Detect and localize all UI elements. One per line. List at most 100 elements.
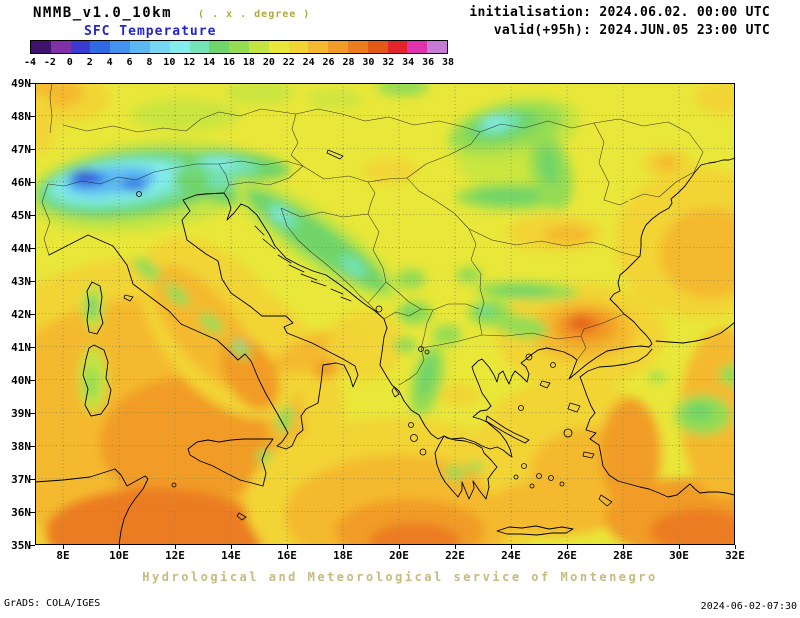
y-axis-tick (30, 347, 35, 348)
x-axis-tick (455, 545, 456, 549)
y-axis-tick (30, 479, 35, 480)
colorbar-tick-label: 28 (342, 57, 355, 68)
grads-credit: GrADS: COLA/IGES (4, 598, 101, 609)
colorbar-tick-label: 38 (441, 57, 455, 68)
y-axis-label: 37N (11, 473, 31, 486)
colorbar-tick-label: 24 (302, 57, 315, 68)
x-axis-label: 26E (557, 549, 577, 562)
x-axis-label: 32E (725, 549, 745, 562)
x-axis-label: 20E (389, 549, 409, 562)
color-scale-cell (387, 41, 408, 53)
colorbar-tick-label: 36 (422, 57, 435, 68)
color-scale-cell (31, 41, 51, 53)
y-axis-tick (30, 215, 35, 216)
x-axis-label: 10E (109, 549, 129, 562)
color-scale-cell (427, 41, 448, 53)
islands-and-lakes (123, 149, 613, 521)
colorbar-tick-label: 12 (183, 57, 196, 68)
colorbar-tick-label: 6 (126, 57, 133, 68)
service-credit: Hydrological and Meteorological service … (142, 570, 658, 584)
colorbar-tick-label: 4 (106, 57, 113, 68)
y-axis-label: 38N (11, 440, 31, 453)
x-axis-label: 24E (501, 549, 521, 562)
y-axis-tick (30, 182, 35, 183)
y-axis-label: 35N (11, 539, 31, 552)
y-axis-label: 49N (11, 77, 31, 90)
y-axis-tick (30, 512, 35, 513)
x-axis-tick (567, 545, 568, 549)
x-axis-tick (511, 545, 512, 549)
color-scale-cell (328, 41, 348, 53)
x-axis-tick (175, 545, 176, 549)
color-scale-cell (50, 41, 71, 53)
color-scale-cell (209, 41, 230, 53)
x-axis-tick (399, 545, 400, 549)
y-axis-label: 46N (11, 176, 31, 189)
x-axis-label: 16E (277, 549, 297, 562)
x-axis-label: 22E (445, 549, 465, 562)
y-axis-label: 39N (11, 407, 31, 420)
color-scale-cell (367, 41, 388, 53)
y-axis-tick (30, 446, 35, 447)
y-axis-tick (30, 83, 35, 84)
colorbar-tick-label: 0 (66, 57, 73, 68)
x-axis-label: 12E (165, 549, 185, 562)
y-axis-label: 44N (11, 242, 31, 255)
colorbar-tick-label: 34 (402, 57, 415, 68)
valid-time-label: valid(+95h): 2024.JUN.05 23:00 UTC (493, 23, 770, 38)
color-scale-cell (348, 41, 368, 53)
x-axis-tick (343, 545, 344, 549)
y-axis-tick (30, 545, 35, 546)
generation-timestamp: 2024-06-02-07:30 (700, 601, 797, 612)
color-scale-cell (248, 41, 269, 53)
colorbar-tick-label: 16 (223, 57, 236, 68)
x-axis-tick (679, 545, 680, 549)
x-axis-tick (231, 545, 232, 549)
colorbar-tick-label: -4 (23, 57, 37, 68)
y-axis-tick (30, 380, 35, 381)
x-axis-tick (63, 545, 64, 549)
x-axis-tick (735, 545, 736, 549)
y-axis-label: 43N (11, 275, 31, 288)
color-scale-cell (189, 41, 210, 53)
color-scale-cell (308, 41, 329, 53)
color-scale-cell (169, 41, 190, 53)
initialisation-label: initialisation: 2024.06.02. 00:00 UTC (469, 5, 770, 20)
colorbar-tick-label: 2 (86, 57, 93, 68)
y-axis-label: 47N (11, 143, 31, 156)
y-axis-tick (30, 149, 35, 150)
variable-label: SFC Temperature (84, 24, 217, 39)
colorbar-tick-label: 8 (146, 57, 153, 68)
colorbar-tick-label: 32 (382, 57, 395, 68)
color-scale-cell (407, 41, 428, 53)
model-name: NMMB_v1.0_10km (33, 5, 173, 21)
coastlines (35, 157, 735, 545)
color-scale-cell (110, 41, 131, 53)
colorbar-tick-label: -2 (43, 57, 56, 68)
y-axis-tick (30, 314, 35, 315)
y-axis-label: 40N (11, 374, 31, 387)
y-axis-label: 45N (11, 209, 31, 222)
colorbar-tick-label: 26 (322, 57, 335, 68)
x-axis-label: 14E (221, 549, 241, 562)
y-axis-tick (30, 281, 35, 282)
colorbar-tick-label: 30 (362, 57, 375, 68)
colorbar-tick-label: 10 (163, 57, 176, 68)
map-frame (35, 83, 735, 545)
colorbar-tick-label: 18 (242, 57, 255, 68)
x-axis-tick (287, 545, 288, 549)
temperature-map (35, 83, 735, 545)
colorbar-tick-label: 22 (282, 57, 295, 68)
x-axis-label: 28E (613, 549, 633, 562)
y-axis-label: 42N (11, 308, 31, 321)
x-axis-label: 18E (333, 549, 353, 562)
map-area (35, 83, 735, 545)
colorbar-tick-label: 20 (262, 57, 275, 68)
x-axis-tick (119, 545, 120, 549)
y-axis-tick (30, 413, 35, 414)
color-scale-cell (149, 41, 170, 53)
grid-resolution-note: ( . x . degree ) (198, 9, 311, 20)
color-scale-cell (130, 41, 150, 53)
x-axis-tick (623, 545, 624, 549)
